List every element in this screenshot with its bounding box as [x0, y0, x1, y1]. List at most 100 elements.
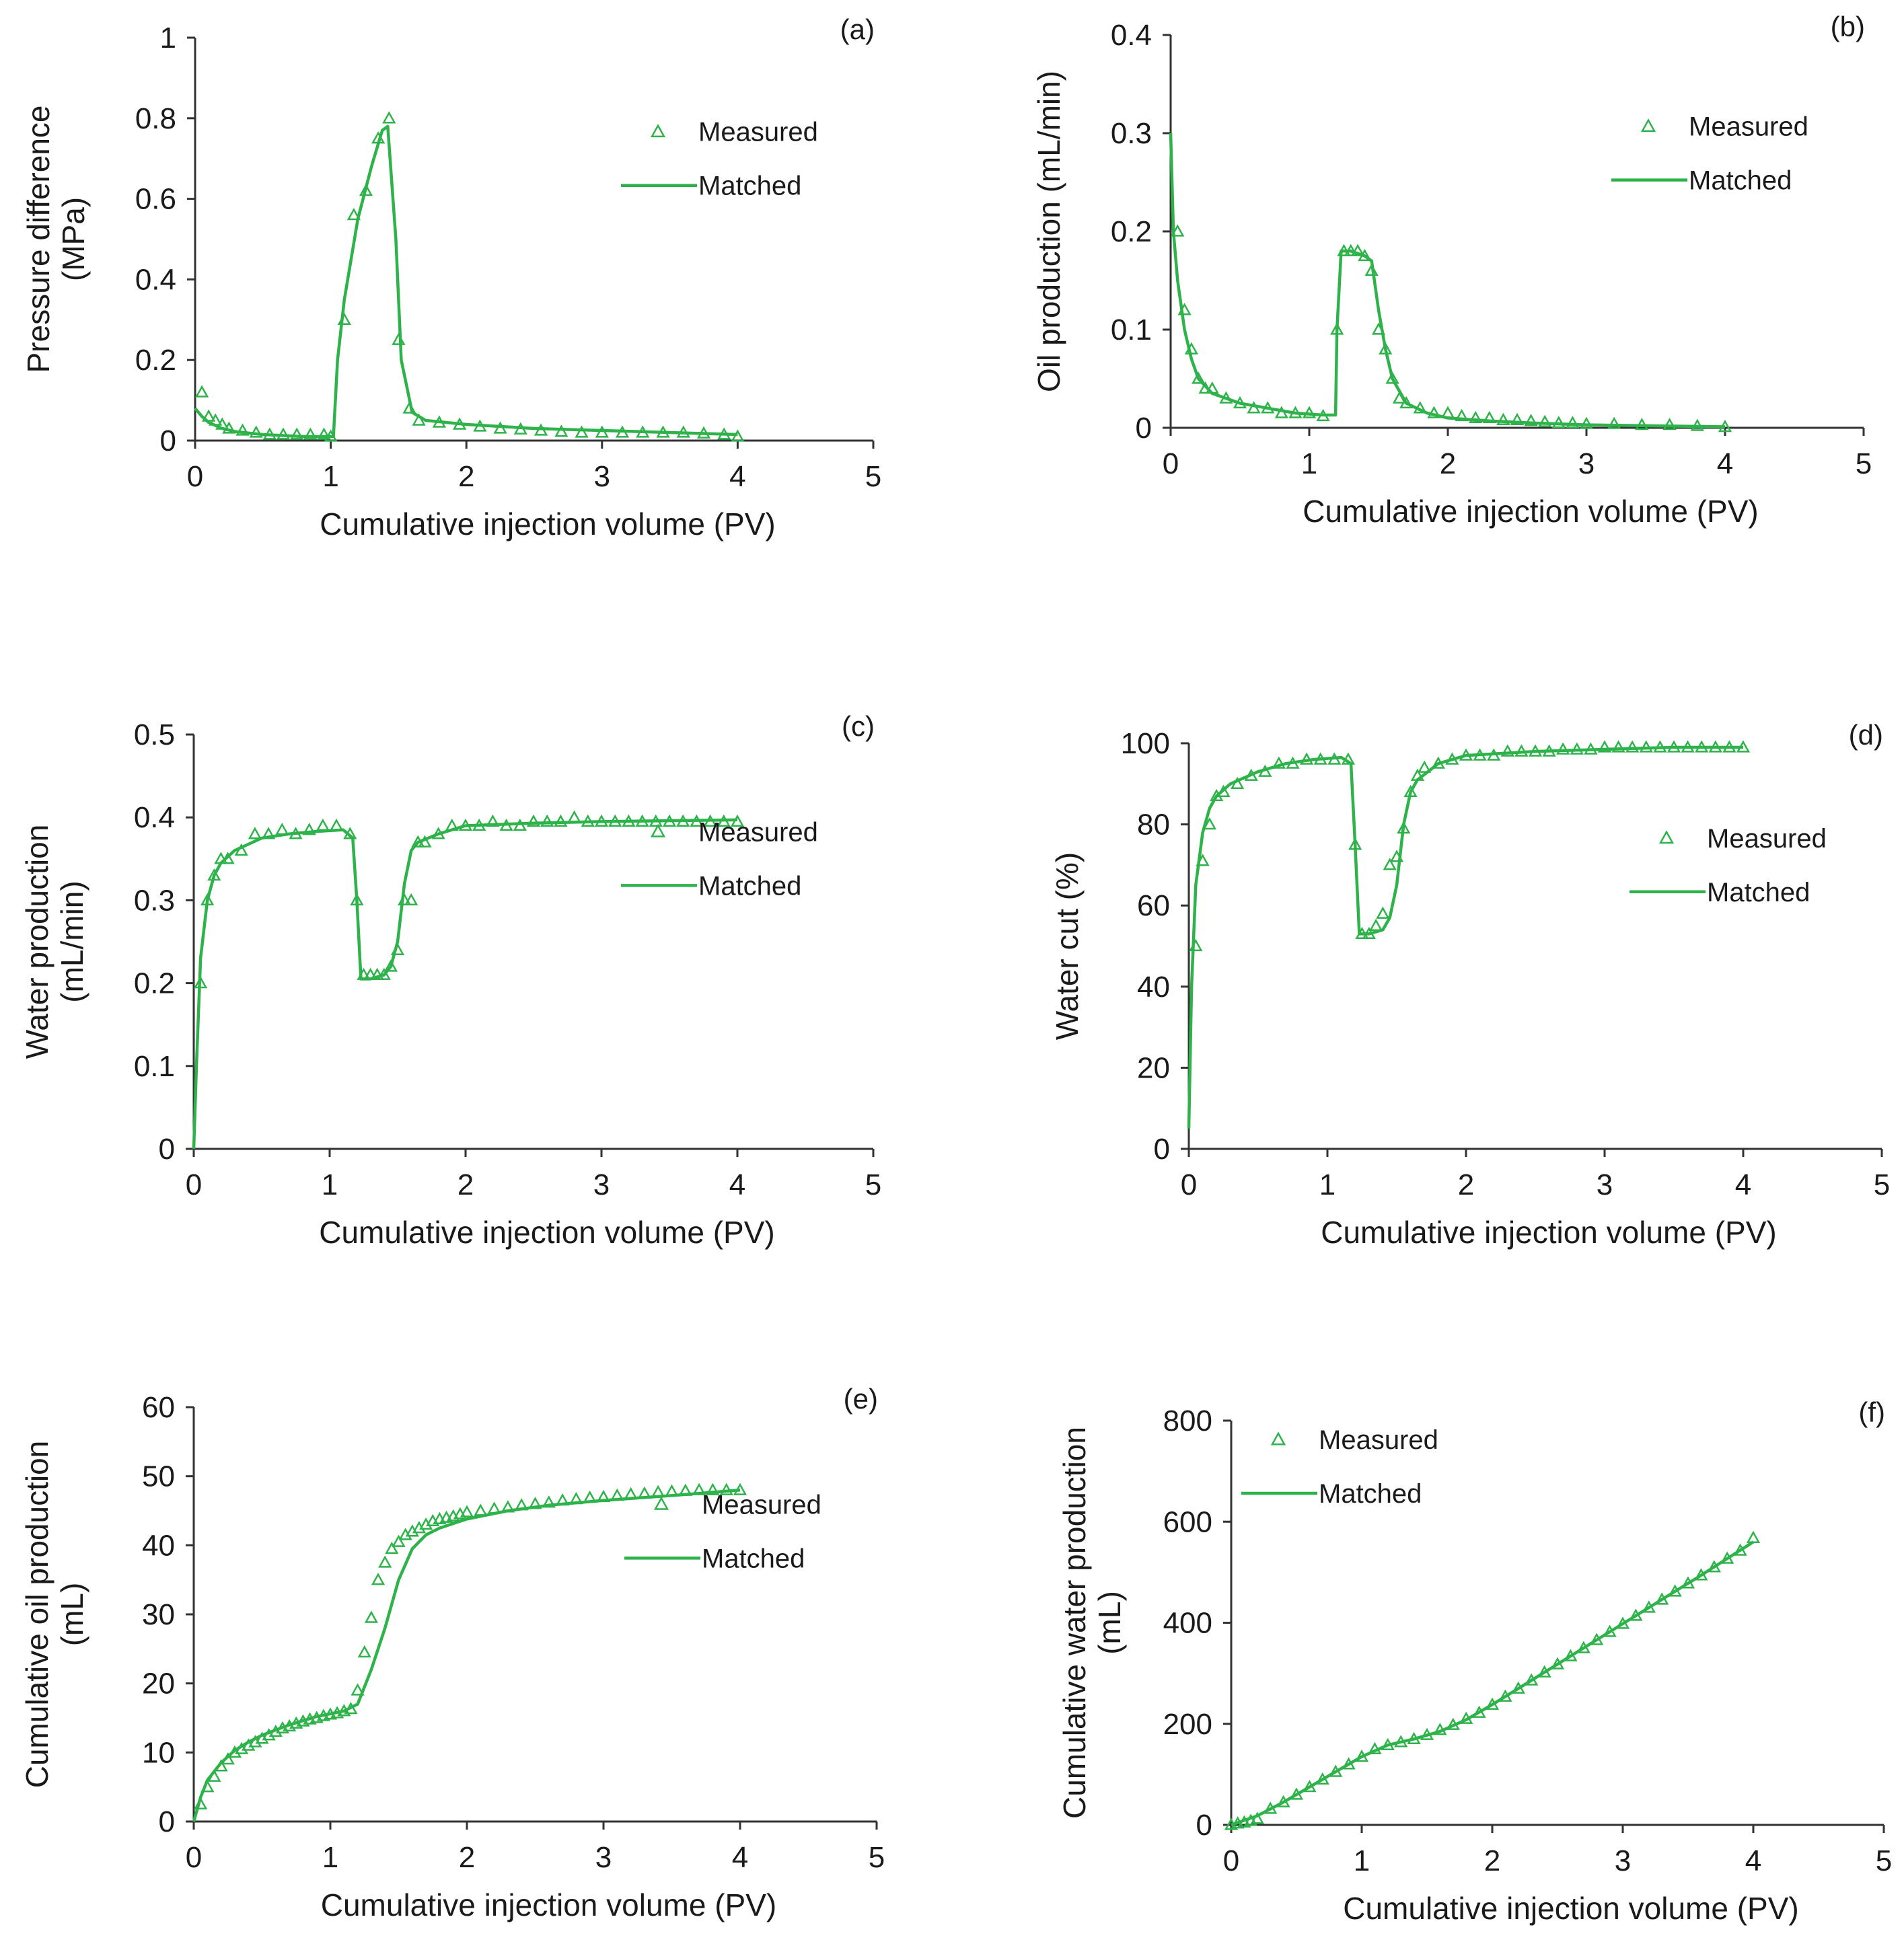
measured-point: [1327, 752, 1342, 765]
x-tick-label: 5: [865, 460, 881, 493]
measured-point: [662, 814, 677, 827]
measured-point: [1364, 263, 1379, 276]
x-tick-label: 1: [1319, 1168, 1335, 1201]
measured-point: [371, 1573, 386, 1585]
measured-point: [1590, 1633, 1604, 1645]
measured-point: [1584, 742, 1598, 755]
measured-point: [329, 818, 344, 831]
measured-point: [1500, 744, 1514, 757]
measured-point: [1403, 784, 1418, 798]
measured-point: [1570, 742, 1584, 755]
x-axis-title: Cumulative injection volume (PV): [1321, 1215, 1777, 1250]
measured-point: [651, 1485, 665, 1497]
measured-point: [1510, 412, 1525, 425]
measured-point: [1184, 342, 1199, 354]
measured-point: [202, 409, 216, 422]
measured-point: [1446, 1717, 1460, 1730]
measured-point: [1413, 401, 1427, 414]
x-tick-label: 5: [1874, 1168, 1890, 1201]
measured-point: [1342, 1757, 1356, 1770]
measured-point: [207, 868, 221, 881]
measured-point: [1550, 1657, 1565, 1670]
measured-point: [404, 893, 418, 906]
measured-point: [289, 827, 303, 839]
measured-point: [1431, 756, 1445, 769]
y-tick-label: 0.6: [135, 183, 176, 216]
measured-point: [222, 421, 236, 434]
measured-point: [528, 1497, 542, 1509]
measured-point: [248, 827, 262, 839]
measured-point: [1233, 396, 1247, 409]
measured-point: [636, 425, 650, 438]
measured-point: [194, 1797, 208, 1809]
measured-point: [542, 1495, 556, 1508]
measured-point: [554, 424, 569, 437]
panel-label: (c): [842, 710, 875, 742]
measured-point: [515, 1498, 529, 1511]
measured-point: [351, 1683, 365, 1696]
measured-point: [1302, 406, 1317, 418]
y-tick-label: 0.3: [1111, 117, 1152, 150]
measured-point: [706, 1483, 720, 1495]
measured-point: [678, 1483, 692, 1496]
measured-point: [1635, 418, 1649, 430]
measured-point: [432, 415, 447, 428]
measured-point: [1551, 416, 1566, 428]
x-axis-title: Cumulative injection volume (PV): [319, 1215, 775, 1250]
measured-point: [473, 419, 487, 432]
y-tick-label: 40: [142, 1529, 175, 1562]
y-axis-title: (MPa): [56, 197, 91, 281]
y-tick-label: 0.1: [134, 1050, 175, 1083]
measured-point: [472, 818, 486, 831]
measured-point: [575, 425, 589, 438]
measured-point: [411, 835, 425, 848]
legend-measured-marker: [653, 1496, 669, 1510]
measured-point: [1496, 412, 1510, 425]
panel-label: (f): [1858, 1396, 1885, 1428]
panel-label: (d): [1849, 719, 1883, 751]
measured-point: [1566, 416, 1580, 428]
x-tick-label: 0: [1163, 447, 1179, 480]
x-tick-label: 0: [1223, 1844, 1239, 1877]
measured-point: [1455, 408, 1469, 422]
measured-point: [290, 427, 304, 440]
x-tick-label: 0: [187, 460, 203, 493]
measured-point: [1358, 248, 1372, 262]
x-tick-label: 4: [729, 460, 745, 493]
x-tick-label: 2: [457, 1168, 474, 1201]
measured-point: [1315, 1772, 1329, 1785]
y-tick-label: 600: [1163, 1505, 1212, 1538]
x-tick-label: 1: [1301, 447, 1317, 480]
measured-point: [346, 207, 361, 221]
measured-point: [1216, 784, 1231, 798]
measured-point: [1330, 322, 1344, 335]
y-tick-label: 60: [142, 1391, 175, 1424]
x-axis-title: Cumulative injection volume (PV): [1303, 494, 1759, 529]
chart-panel-b: 0 1 2 3 4 5 0 0.1 0.2 0.3 0.4 Cumulative injection …: [1031, 11, 1872, 529]
x-tick-label: 2: [459, 1841, 475, 1874]
legend-matched-label: Matched: [1707, 878, 1810, 907]
y-tick-label: 80: [1137, 809, 1170, 841]
measured-point: [696, 426, 711, 439]
measured-point: [377, 967, 391, 980]
y-tick-label: 0.3: [134, 884, 175, 917]
legend-measured-label: Measured: [1707, 824, 1827, 854]
chart-panel-c: 0 1 2 3 4 5 0 0.1 0.2 0.3 0.4 0.5 Cumulative injecti…: [20, 710, 881, 1250]
panel-label: (e): [844, 1383, 878, 1415]
measured-point: [595, 425, 609, 438]
measured-point: [1286, 756, 1300, 769]
legend-measured-marker: [650, 124, 666, 138]
legend-measured-label: Measured: [1689, 112, 1808, 142]
measured-point: [221, 1752, 235, 1765]
measured-point: [1695, 740, 1709, 753]
x-tick-label: 0: [1181, 1168, 1197, 1201]
measured-point: [513, 818, 527, 831]
x-tick-label: 3: [593, 1168, 610, 1201]
measured-point: [1299, 752, 1314, 765]
measured-point: [418, 835, 432, 848]
measured-point: [337, 312, 351, 325]
y-tick-label: 100: [1121, 727, 1170, 760]
measured-point: [581, 814, 595, 827]
measured-point: [1341, 752, 1356, 765]
